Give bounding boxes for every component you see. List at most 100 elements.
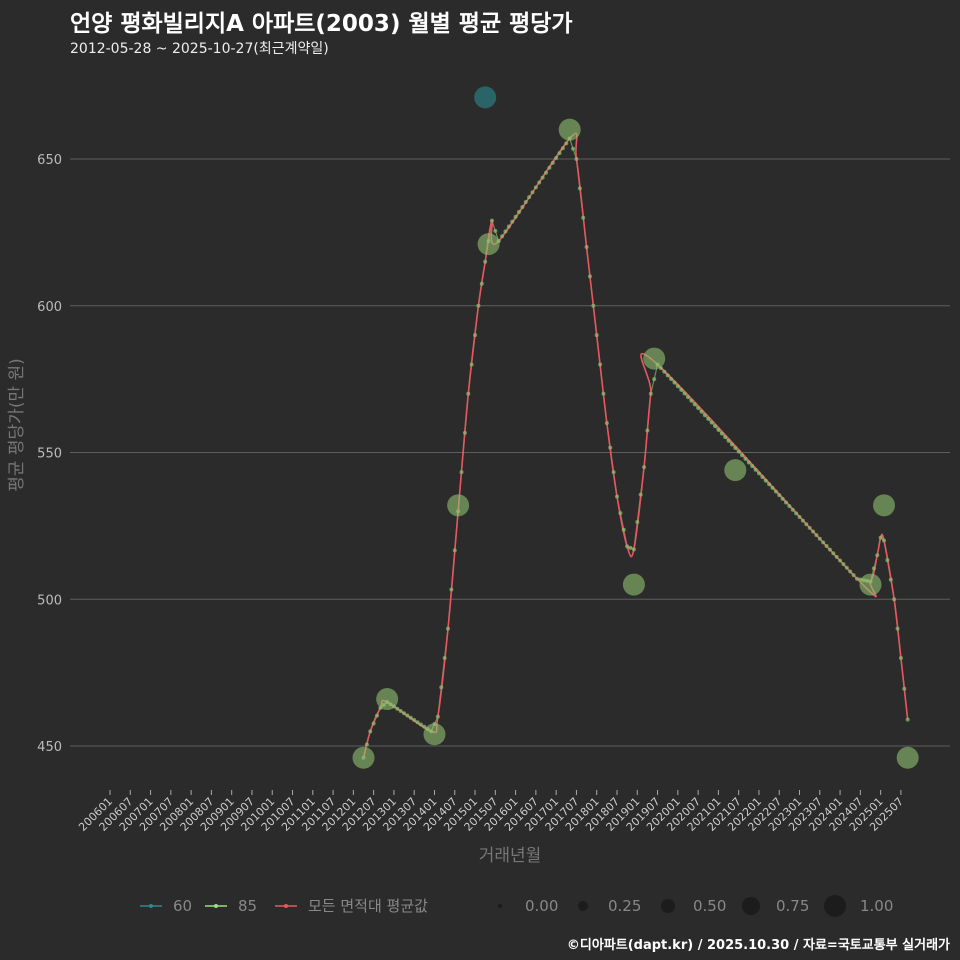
chart-subtitle: 2012-05-28 ~ 2025-10-27(최근계약일) [70,41,329,57]
series-85-small-point [581,215,586,220]
series-85-small-point [854,576,859,581]
series-85-small-point [476,303,481,308]
size-legend-circle [661,899,675,913]
series-85-small-point [544,170,549,175]
series-85-small-point [743,456,748,461]
series-85-small-point [489,218,494,223]
series-85-small-point [645,428,650,433]
series-85-small-point [821,540,826,545]
series-85-small-point [618,511,623,516]
y-axis-label: 평균 평당가(만 원) [7,358,27,492]
y-tick-label: 550 [37,447,62,462]
series-85-small-point [746,460,751,465]
series-85-small-point [520,204,525,209]
series-85-small-point [398,709,403,714]
legend-key-point [214,904,218,908]
series-85-small-point [584,245,589,250]
series-85-small-point [763,478,768,483]
series-85-small-point [560,146,565,151]
series-85-small-point [672,380,677,385]
series-85-point [447,494,470,517]
series-85-small-point [587,274,592,279]
series-85-small-point [527,195,532,200]
series-85-small-point [601,391,606,396]
series-85-small-point [530,190,535,195]
series-85-small-point [807,525,812,530]
series-85-small-point [888,577,893,582]
series-85-point [558,118,581,141]
series-85-small-point [733,445,738,450]
series-85-small-point [723,435,728,440]
series-85-small-point [682,391,687,396]
series-85-small-point [892,597,897,602]
series-85-small-point [702,413,707,418]
series-85-small-point [838,558,843,563]
series-85-small-point [571,146,576,151]
series-85-small-point [773,489,778,494]
series-85-small-point [797,514,802,519]
series-85-small-point [412,718,417,723]
series-85-point [873,494,896,517]
series-85-small-point [777,493,782,498]
series-85-small-point [422,724,427,729]
series-85-small-point [827,547,832,552]
series-85-small-point [709,420,714,425]
series-85-small-point [811,529,816,534]
series-85-small-point [875,553,880,558]
series-85-small-point [841,562,846,567]
series-85-small-point [787,504,792,509]
size-legend-label: 0.25 [608,897,641,915]
series-85-small-point [675,384,680,389]
size-legend-label: 1.00 [860,897,893,915]
series-85-small-point [418,722,423,727]
y-tick-label: 600 [37,300,62,315]
series-85-small-point [679,387,684,392]
series-85-small-point [466,391,471,396]
series-85-small-point [780,496,785,501]
series-85-small-point [503,229,508,234]
y-tick-label: 650 [37,153,62,168]
series-85-small-point [851,573,856,578]
series-85-small-point [513,214,518,219]
series-85-point [423,723,446,746]
series-85-small-point [817,536,822,541]
series-85-small-point [844,565,849,570]
size-legend-circle [498,904,502,908]
series-85-small-point [699,409,704,414]
series-85-small-point [364,742,369,747]
series-85-small-point [446,626,450,631]
series-85-small-point [604,421,609,426]
series-85-line [362,137,909,758]
series-85-small-point [550,160,555,165]
legend-key-point [284,904,288,908]
legend-label: 모든 면적대 평균값 [308,897,428,915]
series-85-small-point [591,303,596,308]
series-85-small-point [375,713,380,718]
series-85-small-point [689,398,694,403]
series-85-small-point [395,706,400,711]
series-85-small-point [473,333,478,338]
series-85-small-point [459,470,464,475]
series-85-small-point [608,445,613,450]
series-85-point [643,347,666,370]
series-85-small-point [547,165,552,170]
series-85-small-point [540,175,545,180]
series-85-small-point [713,424,718,429]
series-85-small-point [557,151,562,156]
series-85-small-point [652,377,657,382]
size-legend-label: 0.50 [693,897,726,915]
series-85-small-point [415,720,420,725]
series-85-small-point [439,685,444,690]
series-85-small-point [719,431,724,436]
y-tick-label: 500 [37,593,62,608]
series-85-small-point [483,259,488,264]
series-85-small-point [506,224,511,229]
series-85-small-point [452,548,457,553]
series-85-small-point [824,544,829,549]
series-85-small-point [685,395,690,400]
series-85-small-point [848,569,853,574]
series-85-small-point [831,551,836,556]
series-85-small-point [408,715,413,720]
series-85-small-point [740,453,745,458]
